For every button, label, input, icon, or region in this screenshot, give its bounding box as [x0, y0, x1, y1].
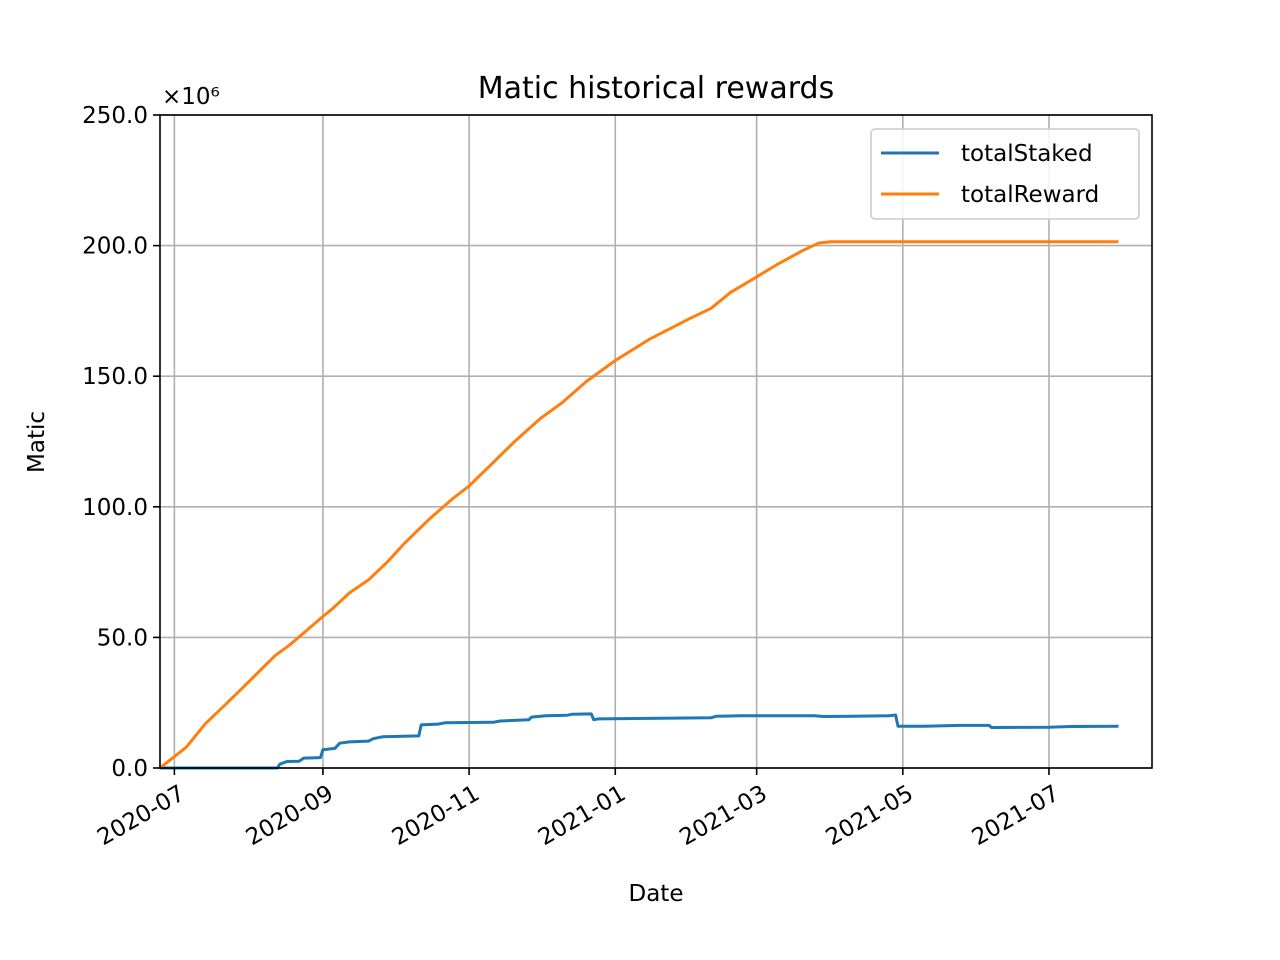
y-axis-label: Matic	[24, 411, 50, 473]
y-axis: 0.0 50.0 100.0 150.0 200.0 250.0	[82, 103, 160, 782]
x-tick-label: 2021-07	[968, 781, 1064, 852]
x-tick-label: 2020-11	[388, 781, 484, 852]
x-axis-label: Date	[629, 881, 684, 907]
y-tick-label: 150.0	[82, 364, 148, 390]
series-line-totalStaked	[160, 712, 1119, 770]
series-layer	[159, 240, 1119, 770]
x-tick-label: 2021-01	[534, 781, 630, 852]
y-tick-label: 50.0	[97, 625, 148, 651]
x-tick-label: 2021-03	[675, 781, 771, 852]
y-tick-label: 250.0	[82, 103, 148, 129]
series-line-totalReward	[159, 240, 1119, 770]
plot-frame	[159, 114, 1153, 769]
legend-label-totalReward: totalReward	[961, 182, 1099, 208]
x-tick-label: 2021-05	[822, 781, 918, 852]
x-tick-label: 2020-07	[93, 781, 189, 852]
chart-title: Matic historical rewards	[478, 71, 834, 106]
legend: totalStaked totalReward	[870, 128, 1140, 220]
legend-label-totalStaked: totalStaked	[961, 141, 1093, 167]
y-tick-label: 200.0	[82, 234, 148, 260]
y-tick-label: 0.0	[111, 756, 148, 782]
x-tick-label: 2020-09	[242, 781, 338, 852]
y-offset-label: ×10⁶	[162, 84, 220, 110]
x-axis: 2020-07 2020-09 2020-11 2021-01 2021-03 2021-…	[93, 768, 1064, 851]
y-tick-label: 100.0	[82, 495, 148, 521]
